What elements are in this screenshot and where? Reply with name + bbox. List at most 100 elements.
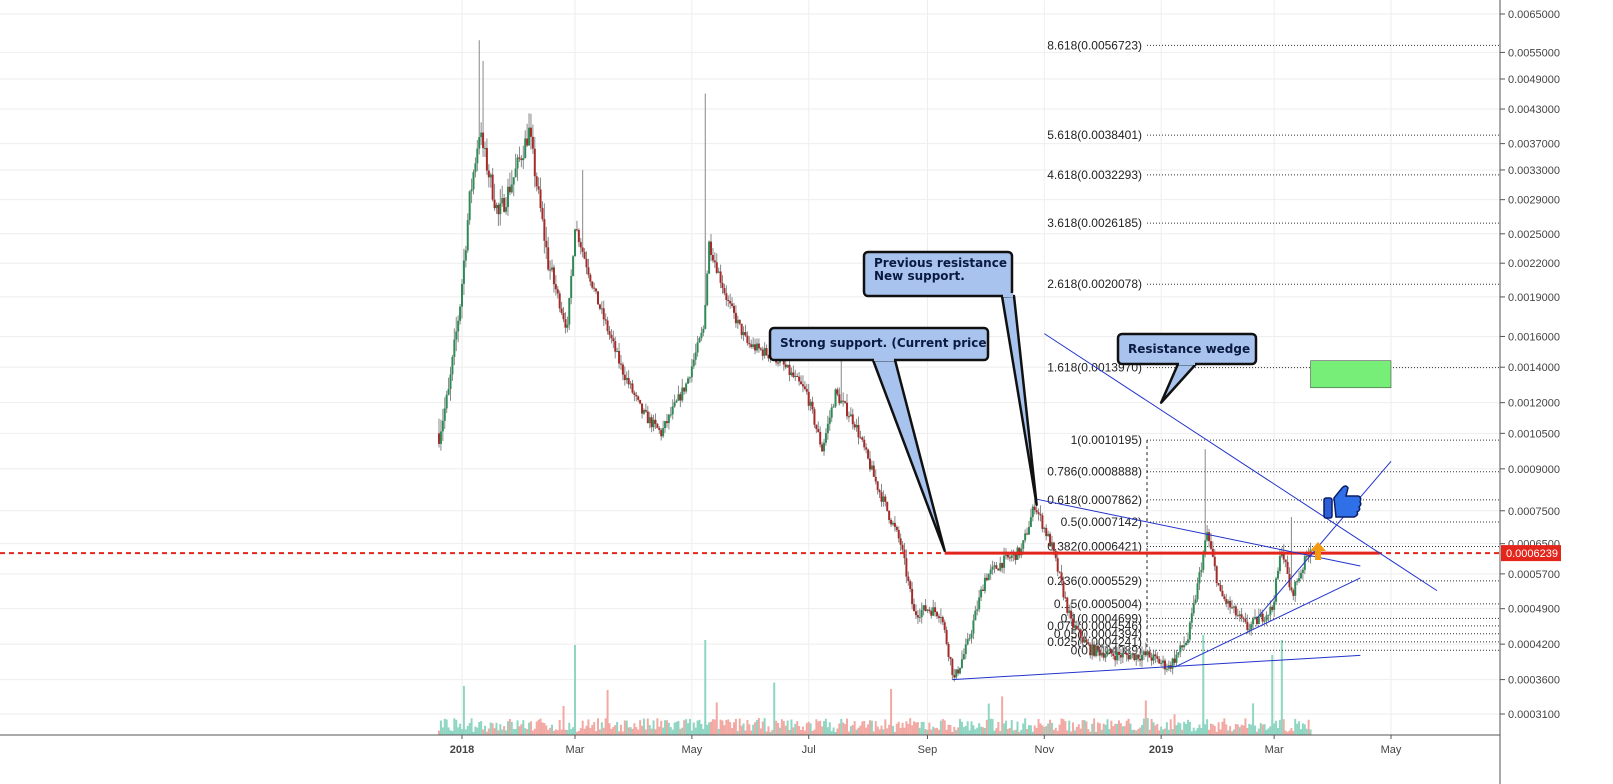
volume-bar bbox=[539, 718, 542, 735]
candle-body bbox=[905, 558, 908, 577]
candle-body bbox=[1299, 572, 1302, 579]
volume-bar bbox=[759, 728, 762, 735]
trendline[interactable] bbox=[1034, 498, 1361, 567]
candle-body bbox=[796, 376, 799, 378]
volume-bar bbox=[648, 725, 651, 735]
volume-bar bbox=[748, 724, 751, 735]
trendline[interactable] bbox=[952, 654, 1361, 681]
volume-bar bbox=[997, 721, 1000, 735]
candle-body bbox=[761, 349, 764, 356]
y-tick-label: 0.0003100 bbox=[1508, 709, 1560, 721]
volume-bar bbox=[884, 719, 887, 735]
volume-bar bbox=[934, 728, 937, 735]
candle-body bbox=[1223, 596, 1226, 600]
volume-bar bbox=[796, 721, 799, 735]
candle-body bbox=[675, 400, 678, 403]
volume-bar bbox=[1016, 721, 1019, 735]
candle-body bbox=[493, 199, 496, 209]
volume-bar bbox=[464, 729, 467, 735]
volume-bar bbox=[1257, 728, 1260, 735]
candle-body bbox=[763, 348, 766, 356]
volume-bar bbox=[1231, 731, 1234, 735]
candle-body bbox=[1052, 542, 1055, 552]
volume-bar bbox=[878, 729, 881, 735]
volume-bar bbox=[1200, 727, 1203, 735]
volume-bar bbox=[1031, 731, 1034, 735]
volume-bar bbox=[715, 702, 718, 735]
volume-bar bbox=[1129, 723, 1132, 735]
candle-body bbox=[1089, 644, 1092, 656]
candle-body bbox=[574, 229, 577, 257]
candle-body bbox=[572, 256, 575, 276]
volume-bar bbox=[612, 726, 615, 735]
y-tick-label: 0.0016000 bbox=[1508, 331, 1560, 343]
trendline[interactable] bbox=[1044, 333, 1438, 592]
volume-bar bbox=[625, 720, 628, 735]
volume-bar bbox=[608, 723, 611, 735]
trendline[interactable] bbox=[1256, 460, 1392, 619]
volume-bar bbox=[1022, 723, 1025, 735]
candle-body bbox=[914, 611, 917, 616]
candle-body bbox=[1123, 652, 1126, 654]
candle-body bbox=[1035, 510, 1038, 513]
candle-body bbox=[1033, 506, 1036, 511]
candle-body bbox=[932, 607, 935, 616]
volume-bar bbox=[1073, 730, 1076, 735]
candle-body bbox=[673, 402, 676, 407]
candle-body bbox=[664, 421, 667, 429]
volume-bar bbox=[811, 730, 814, 735]
volume-bar bbox=[1010, 720, 1013, 735]
candle-body bbox=[552, 267, 555, 285]
candle-body bbox=[1156, 656, 1159, 659]
candle-body bbox=[449, 374, 452, 389]
candle-body bbox=[501, 198, 504, 204]
volume-bar bbox=[577, 730, 580, 735]
candle-body bbox=[560, 308, 563, 313]
candle-body bbox=[834, 389, 837, 407]
candle-body bbox=[980, 589, 983, 598]
candle-body bbox=[790, 372, 793, 375]
volume-bar bbox=[949, 725, 952, 735]
volume-bar bbox=[863, 720, 866, 735]
candle-body bbox=[520, 158, 523, 161]
volume-bar bbox=[461, 729, 463, 735]
volume-bar bbox=[1026, 729, 1029, 735]
volume-bar bbox=[1248, 723, 1251, 735]
candle-body bbox=[907, 576, 910, 582]
candle-body bbox=[489, 174, 492, 178]
volume-bar bbox=[719, 719, 722, 735]
volume-bar bbox=[664, 720, 667, 735]
candle-body bbox=[846, 402, 849, 417]
candle-body bbox=[700, 332, 703, 339]
volume-bar bbox=[1204, 724, 1207, 735]
fib-label: 0.786(0.0008888) bbox=[1047, 465, 1142, 479]
volume-bar bbox=[457, 727, 460, 735]
candle-body bbox=[470, 189, 473, 192]
volume-bar bbox=[662, 727, 665, 735]
volume-bar bbox=[817, 721, 820, 735]
candle-body bbox=[895, 526, 898, 531]
volume-bar bbox=[823, 721, 826, 735]
volume-bar bbox=[1234, 724, 1237, 735]
volume-bar bbox=[443, 718, 446, 735]
volume-bar bbox=[851, 724, 854, 735]
volume-bar bbox=[575, 731, 578, 735]
volume-bar bbox=[805, 723, 808, 735]
candle-body bbox=[1075, 625, 1078, 629]
candle-body bbox=[690, 366, 693, 378]
trendlines[interactable] bbox=[952, 333, 1438, 681]
candle-body bbox=[1198, 572, 1201, 584]
candle-body bbox=[1072, 618, 1075, 628]
volume-bar bbox=[677, 720, 680, 735]
candle-body bbox=[1118, 651, 1121, 655]
volume-bar bbox=[953, 726, 956, 735]
candle-body bbox=[723, 288, 726, 294]
candle-body bbox=[809, 401, 812, 406]
candle-body bbox=[478, 137, 481, 149]
candle-body bbox=[518, 157, 521, 159]
volume-bar bbox=[782, 721, 785, 735]
volume-bar bbox=[955, 729, 958, 735]
target-box[interactable] bbox=[1310, 360, 1392, 389]
trendline[interactable] bbox=[1174, 577, 1361, 668]
